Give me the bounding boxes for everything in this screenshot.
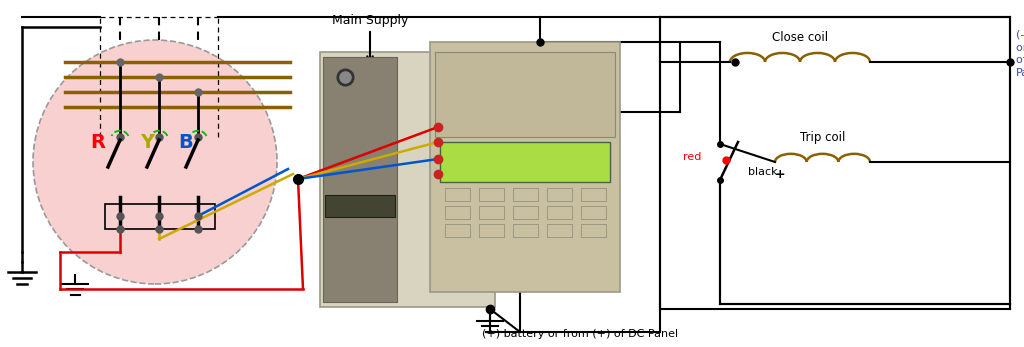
Bar [323, 57, 396, 302]
Bar [513, 224, 538, 237]
Bar [105, 204, 215, 229]
Bar [513, 206, 538, 219]
Bar [581, 224, 606, 237]
Bar [547, 224, 572, 237]
Text: (+) battery or from (+) of DC Panel: (+) battery or from (+) of DC Panel [482, 329, 678, 339]
Text: B: B [178, 133, 194, 152]
Bar [660, 17, 1010, 309]
Circle shape [33, 40, 278, 284]
Bar [435, 52, 615, 137]
Bar [445, 206, 470, 219]
Bar [440, 142, 610, 182]
Text: Y: Y [140, 133, 154, 152]
Bar [513, 188, 538, 201]
Bar [430, 42, 620, 292]
Bar [445, 224, 470, 237]
Bar [479, 224, 504, 237]
Text: Main Supply: Main Supply [332, 14, 409, 27]
Text: +: + [775, 168, 785, 181]
Text: Trip coil: Trip coil [800, 131, 845, 144]
Bar [479, 188, 504, 201]
Bar [325, 195, 395, 217]
Bar [479, 206, 504, 219]
Bar [581, 206, 606, 219]
Bar [581, 188, 606, 201]
FancyBboxPatch shape [319, 52, 495, 307]
Bar [547, 206, 572, 219]
Text: R: R [90, 133, 105, 152]
Text: red: red [683, 152, 701, 162]
Bar [547, 188, 572, 201]
Bar [445, 188, 470, 201]
Text: black: black [748, 167, 777, 177]
Text: Close coil: Close coil [772, 31, 828, 44]
Text: (-) battery
or from (-)
of DC
Panel: (-) battery or from (-) of DC Panel [1016, 31, 1024, 78]
